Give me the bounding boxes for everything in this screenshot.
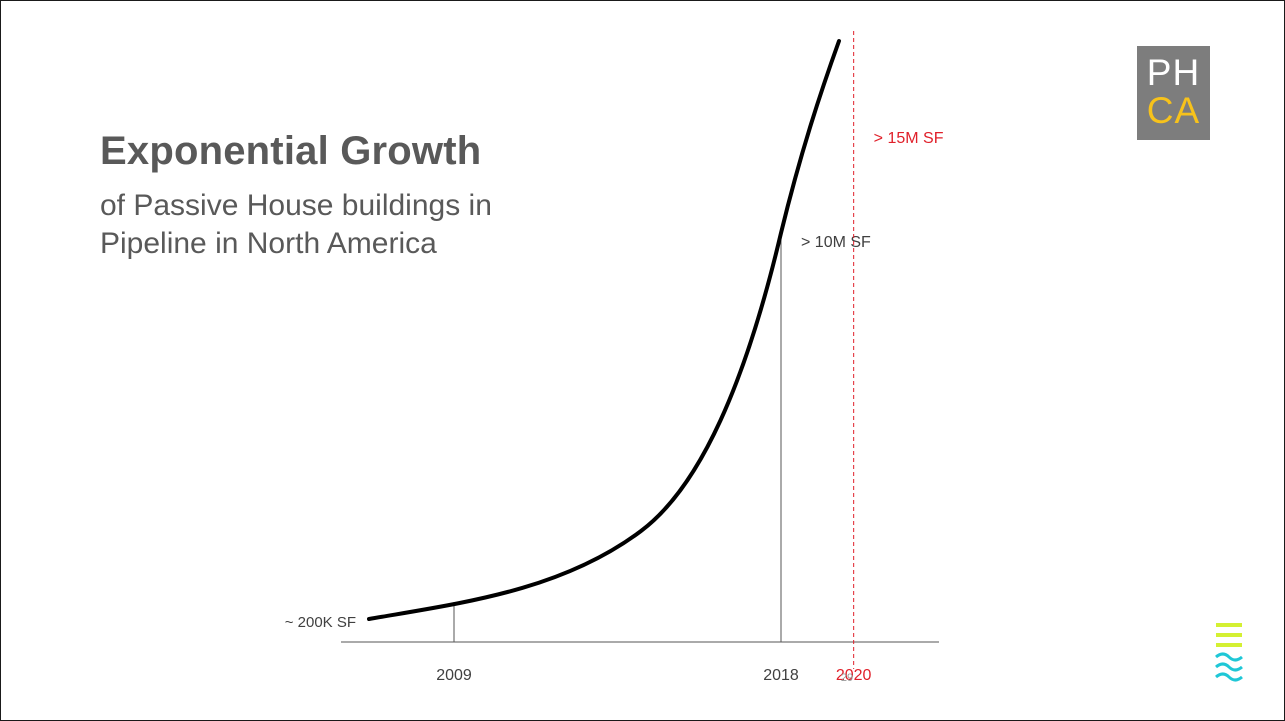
subtitle-line-1: of Passive House buildings in [100, 189, 492, 222]
slide-number: 29 [841, 672, 853, 684]
value-label-2018: > 10M SF [801, 234, 871, 251]
year-label-2020: 2020 [836, 667, 872, 684]
value-label-2020: > 15M SF [874, 130, 944, 147]
year-label-2018: 2018 [763, 667, 799, 684]
subtitle-line-2: Pipeline in North America [100, 227, 437, 260]
slide-subtitle: of Passive House buildings in Pipeline i… [100, 187, 620, 263]
growth-curve [367, 39, 841, 621]
year-label-2009: 2009 [436, 667, 472, 684]
logo-line-1: PH [1146, 52, 1201, 93]
logo-line-2: CA [1146, 90, 1201, 131]
phca-logo: PH CA [1137, 46, 1210, 140]
wave-lines-icon [1215, 623, 1243, 682]
curve-start-label: ~ 200K SF [285, 614, 356, 631]
year-markers: 2009 2018 > 10M SF 2020 > 15M SF [436, 31, 944, 684]
slide-title: Exponential Growth [100, 129, 482, 173]
